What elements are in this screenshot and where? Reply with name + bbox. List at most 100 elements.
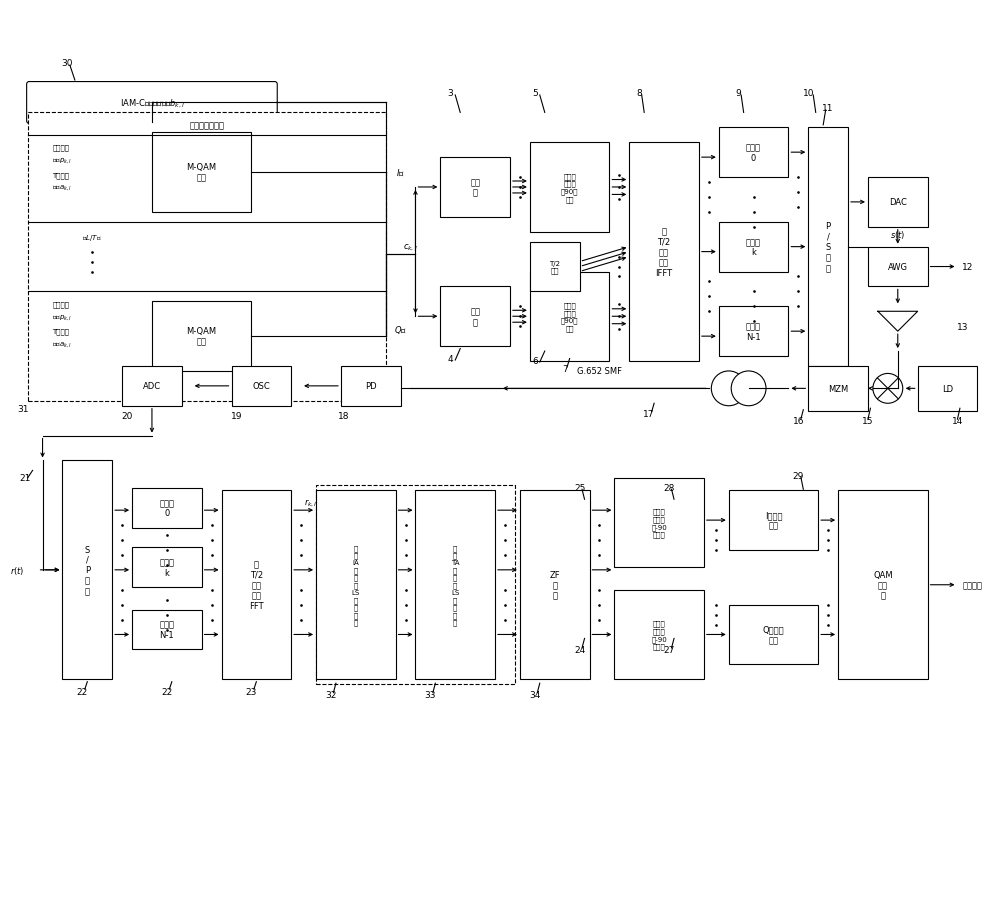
Circle shape	[731, 372, 766, 406]
Text: 符号$p_{k,l}$: 符号$p_{k,l}$	[52, 156, 73, 165]
Bar	[316, 491, 396, 679]
Bar	[415, 491, 495, 679]
Bar	[729, 605, 818, 665]
Text: Q路解调
信号: Q路解调 信号	[763, 625, 784, 644]
Text: M-QAM
映射: M-QAM 映射	[187, 163, 217, 182]
Text: 19: 19	[231, 411, 242, 420]
Text: T帧用户: T帧用户	[52, 328, 70, 336]
Bar	[808, 366, 868, 411]
Text: $c_{k,l}$: $c_{k,l}$	[403, 243, 418, 253]
Text: S
/
P
转
换: S / P 转 换	[85, 545, 90, 595]
Bar	[808, 128, 848, 366]
Bar	[132, 488, 202, 528]
Text: 22: 22	[161, 687, 172, 696]
Text: QAM
解映
射: QAM 解映 射	[873, 570, 893, 600]
Bar	[719, 307, 788, 356]
Text: LD: LD	[942, 384, 953, 393]
Bar	[440, 158, 510, 217]
Bar	[614, 478, 704, 567]
Text: M-QAM
映射: M-QAM 映射	[187, 327, 217, 346]
Text: G.652 SMF: G.652 SMF	[577, 367, 622, 376]
Text: 5: 5	[532, 89, 538, 98]
Bar	[520, 491, 590, 679]
Text: 13: 13	[957, 322, 968, 331]
Text: $Q$路: $Q$路	[394, 323, 407, 336]
Polygon shape	[878, 312, 918, 332]
Text: 取实
部: 取实 部	[470, 178, 480, 198]
Bar	[838, 491, 928, 679]
Text: 12: 12	[962, 262, 974, 272]
FancyBboxPatch shape	[27, 82, 277, 124]
Text: 奇数子
载波进
行90度
相移: 奇数子 载波进 行90度 相移	[561, 173, 578, 202]
Text: 15: 15	[862, 417, 874, 426]
Bar	[530, 243, 580, 292]
Text: AWG: AWG	[888, 262, 908, 272]
Text: 22: 22	[77, 687, 88, 696]
Text: ZF
均
衡: ZF 均 衡	[549, 570, 560, 600]
Bar	[316, 486, 515, 685]
Text: 10: 10	[803, 89, 814, 98]
Circle shape	[711, 372, 746, 406]
Text: 奇数子
载波进
行-90
度相移: 奇数子 载波进 行-90 度相移	[651, 509, 667, 538]
Text: 一帧导频: 一帧导频	[52, 301, 70, 308]
Text: 滤波器
N-1: 滤波器 N-1	[159, 620, 174, 640]
Bar	[28, 114, 386, 401]
Text: MZM: MZM	[828, 384, 848, 393]
Text: 16: 16	[793, 417, 804, 426]
Text: 偶数子
载波进
行90度
相移: 偶数子 载波进 行90度 相移	[561, 302, 578, 332]
Bar	[341, 366, 401, 406]
Text: 第一帧导频符号: 第一帧导频符号	[189, 121, 224, 130]
Text: 数据$a_{k,l}$: 数据$a_{k,l}$	[52, 183, 73, 192]
Text: $r(t)$: $r(t)$	[10, 565, 25, 576]
Bar	[530, 143, 609, 233]
Text: DAC: DAC	[889, 198, 907, 207]
Text: 偶数子
载波进
行-90
度相移: 偶数子 载波进 行-90 度相移	[651, 620, 667, 649]
Text: 28: 28	[663, 483, 675, 492]
Circle shape	[873, 374, 903, 404]
Bar	[132, 548, 202, 587]
Text: 17: 17	[643, 410, 655, 419]
Text: 27: 27	[663, 645, 675, 654]
Text: 18: 18	[338, 411, 349, 420]
Bar	[868, 178, 928, 227]
Bar	[62, 461, 112, 679]
Bar	[440, 287, 510, 346]
Text: PD: PD	[365, 382, 377, 391]
Text: 29: 29	[793, 472, 804, 481]
Text: 24: 24	[574, 645, 585, 654]
Bar	[729, 491, 818, 550]
Text: 31: 31	[17, 404, 28, 413]
Text: 在
T/2
时刻
进行
FFT: 在 T/2 时刻 进行 FFT	[249, 560, 264, 611]
Text: I路解调
信号: I路解调 信号	[765, 511, 782, 530]
Text: 3: 3	[447, 89, 453, 98]
Text: 33: 33	[425, 690, 436, 699]
Text: 一帧导频: 一帧导频	[52, 144, 70, 152]
Bar	[629, 143, 699, 362]
Text: $I$路: $I$路	[396, 168, 405, 178]
Text: 滤波器
0: 滤波器 0	[159, 499, 174, 518]
Text: 滤波器
k: 滤波器 k	[746, 237, 761, 257]
Text: 取虚
部: 取虚 部	[470, 308, 480, 327]
Text: OSC: OSC	[252, 382, 270, 391]
Bar	[530, 272, 609, 362]
Text: 共$L/T$块: 共$L/T$块	[82, 233, 102, 243]
Text: 滤波器
N-1: 滤波器 N-1	[746, 322, 761, 342]
Text: 滤波器
k: 滤波器 k	[159, 558, 174, 577]
Bar	[918, 366, 977, 411]
Text: 11: 11	[822, 104, 834, 113]
Text: 23: 23	[246, 687, 257, 696]
Text: 8: 8	[636, 89, 642, 98]
Text: 基
于
TA
的
二
阶
LS
信
道
估
计: 基 于 TA 的 二 阶 LS 信 道 估 计	[451, 545, 460, 626]
Bar	[222, 491, 291, 679]
Text: 20: 20	[121, 411, 133, 420]
Text: 6: 6	[532, 357, 538, 366]
Text: 用户数据: 用户数据	[962, 581, 982, 590]
Text: P
/
S
转
换: P / S 转 换	[826, 222, 831, 272]
Text: 30: 30	[62, 60, 73, 68]
Text: T/2
延时: T/2 延时	[549, 261, 560, 274]
Text: 基
于
IA
的
一
阶
LS
信
道
估
计: 基 于 IA 的 一 阶 LS 信 道 估 计	[352, 545, 360, 626]
Text: 4: 4	[447, 354, 453, 364]
Text: 25: 25	[574, 483, 585, 492]
Text: 数据$a_{k,l}$: 数据$a_{k,l}$	[52, 340, 73, 349]
Text: 符号$p_{k,l}$: 符号$p_{k,l}$	[52, 312, 73, 321]
